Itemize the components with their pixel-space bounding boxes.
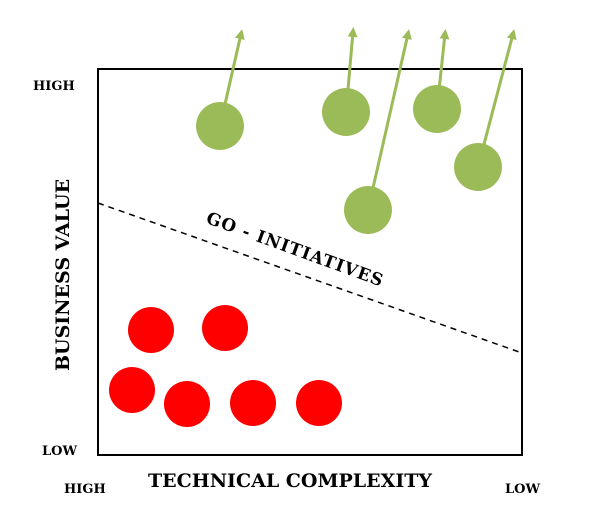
matrix-frame (97, 68, 523, 456)
go-arrow (366, 29, 412, 211)
red-initiative-circle (296, 380, 342, 426)
red-initiative-circle (202, 305, 248, 351)
x-low-label: LOW (505, 482, 541, 497)
red-initiative-circle (230, 380, 276, 426)
red-initiative-circle (128, 307, 174, 353)
go-initiative-circle (196, 102, 244, 150)
y-high-label: HIGH (33, 79, 75, 94)
go-initiative-circle (454, 143, 502, 191)
y-axis-title: BUSINESS VALUE (52, 178, 74, 372)
y-low-label: LOW (42, 444, 78, 459)
go-initiative-circle (413, 85, 461, 133)
go-initiative-circle (322, 88, 370, 136)
red-initiative-circle (109, 367, 155, 413)
red-initiative-circle (164, 381, 210, 427)
x-axis-title: TECHNICAL COMPLEXITY (148, 470, 432, 492)
x-high-label: HIGH (64, 482, 106, 497)
go-boundary-line (97, 202, 523, 354)
go-initiative-circle (344, 186, 392, 234)
